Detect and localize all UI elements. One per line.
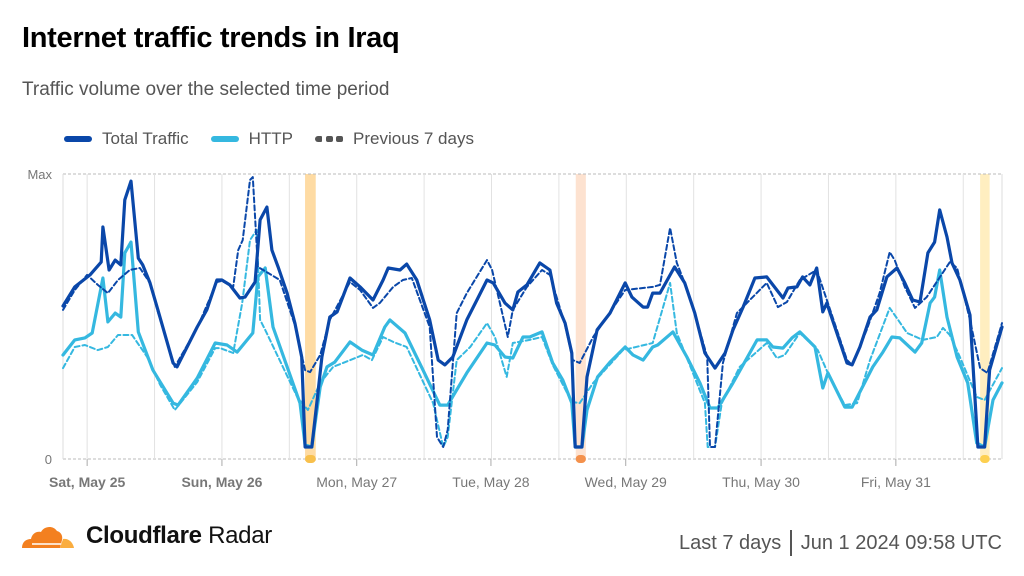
legend-label-previous-7-days: Previous 7 days [353,129,474,148]
annotation-band-0[interactable] [305,174,316,461]
x-tick-label: Mon, May 27 [316,474,397,490]
legend-item-total-traffic[interactable]: Total Traffic [64,129,189,149]
legend-swatch-previous-7-days [315,136,344,142]
footer-meta: Last 7 days Jun 1 2024 09:58 UTC [679,530,1002,556]
annotation-band-2[interactable] [980,174,990,461]
chart-legend: Total Traffic HTTP Previous 7 days [64,129,496,149]
series-line-http[interactable] [61,240,1004,449]
legend-label-http: HTTP [248,129,294,148]
brand-light: Radar [208,522,272,549]
annotation-marker-0[interactable] [305,455,316,463]
cloudflare-radar-logo: Cloudflare Radar [20,522,272,550]
series-line-previous-7-days-http[interactable] [62,228,1003,448]
timestamp-label: Jun 1 2024 09:58 UTC [800,531,1002,554]
annotation-marker-1[interactable] [575,455,586,463]
x-tick-label: Thu, May 30 [722,474,800,490]
legend-label-total-traffic: Total Traffic [102,129,189,148]
chart-axes: Max 0 [27,167,52,467]
annotation-marker-2[interactable] [980,455,990,463]
annotation-bands [305,174,990,461]
x-tick-label: Tue, May 28 [452,474,530,490]
y-tick-label-zero: 0 [45,452,52,467]
cloudflare-cloud-icon [22,526,74,548]
x-tick-label: Fri, May 31 [861,474,931,490]
chart-series [61,176,1004,449]
x-tick-label: Sat, May 25 [49,474,125,490]
x-tick-labels: Sat, May 25 Sun, May 26 Mon, May 27 Tue, Ma… [49,459,931,490]
page-subtitle: Traffic volume over the selected time pe… [22,79,390,100]
legend-item-previous-7-days[interactable]: Previous 7 days [315,129,474,149]
brand-bold: Cloudflare [86,522,202,549]
x-tick-label: Wed, May 29 [585,474,667,490]
x-tick-label: Sun, May 26 [181,474,262,490]
legend-swatch-total-traffic [64,136,92,142]
separator [790,530,792,556]
y-tick-label-max: Max [27,167,52,182]
series-line-total-traffic[interactable] [61,179,1004,449]
page-title: Internet traffic trends in Iraq [22,22,400,54]
annotation-band-1[interactable] [575,174,586,461]
chart-grid [62,173,1003,460]
annotation-markers [305,455,990,463]
legend-item-http[interactable]: HTTP [210,129,294,149]
date-range-label: Last 7 days [678,531,782,554]
legend-swatch-http [210,136,239,142]
brand-name: Cloudflare Radar [86,522,272,550]
